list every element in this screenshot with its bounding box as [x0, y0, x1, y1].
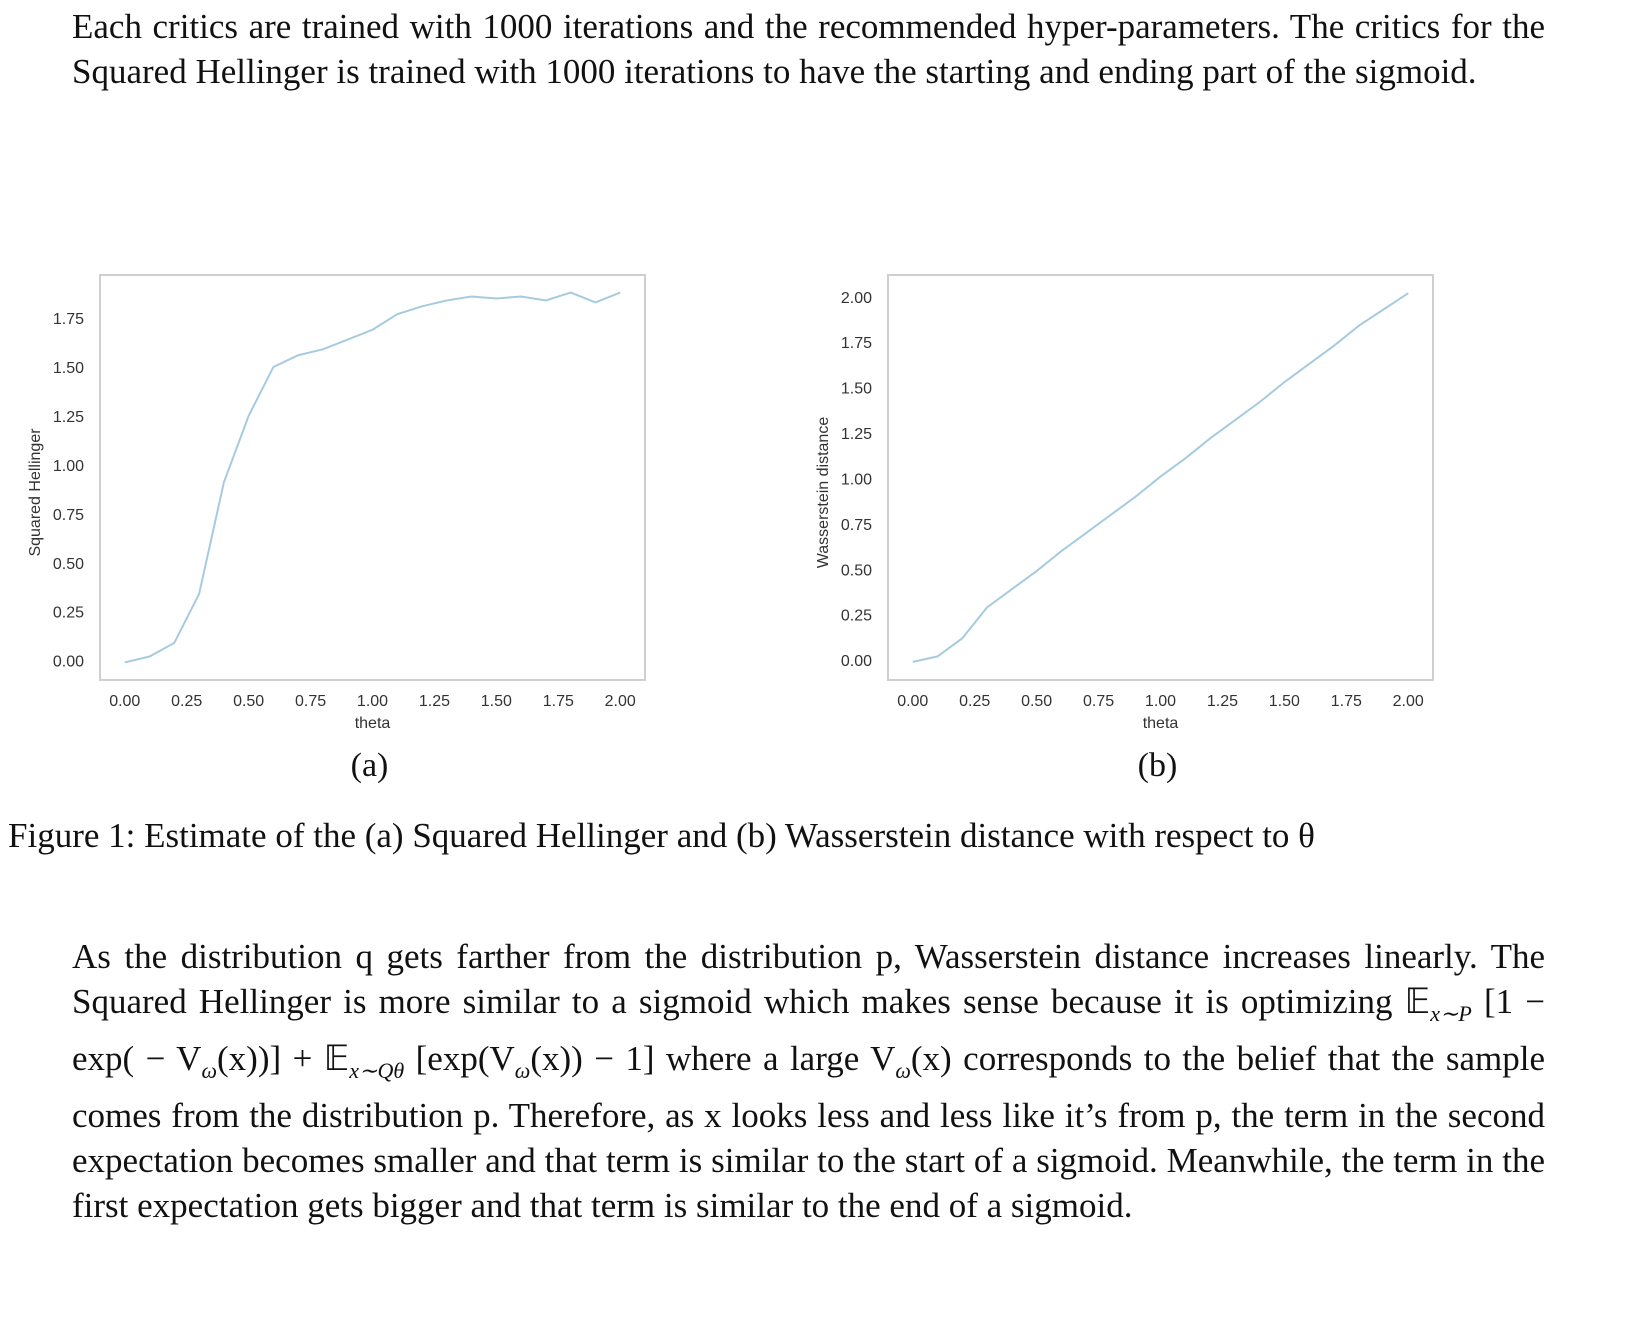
- x-tick-label: 1.50: [1269, 693, 1300, 710]
- y-tick-label: 1.50: [53, 360, 84, 377]
- math: (x))] + 𝔼: [217, 1039, 350, 1078]
- x-tick-label: 1.25: [1207, 693, 1238, 710]
- x-tick-label: 0.25: [171, 693, 202, 710]
- figure: 0.00 0.25 0.50 0.75 1.00 1.25 1.50 1.75 2.00 0.00…: [27, 274, 1434, 784]
- text-run: As the distribution q gets farther from …: [72, 937, 1545, 1021]
- plot-frame: [887, 274, 1434, 681]
- data-line: [124, 291, 621, 664]
- x-tick-label: 0.25: [959, 693, 990, 710]
- math: [1 − exp( − V: [72, 982, 1545, 1078]
- x-tick-label: 2.00: [1393, 693, 1424, 710]
- figure-caption: Figure 1: Estimate of the (a) Squared He…: [8, 816, 1315, 855]
- math: 𝔼: [1404, 982, 1431, 1021]
- text-run: looks less and less like it’s from p, th…: [72, 1096, 1545, 1225]
- x-tick-label: 0.00: [109, 693, 140, 710]
- math-subscript: ω: [514, 1058, 531, 1083]
- x-tick-label: 1.75: [1331, 693, 1362, 710]
- y-tick-label: 1.00: [841, 471, 872, 488]
- y-tick-label: 1.75: [841, 335, 872, 352]
- math: (x)) − 1]: [530, 1039, 655, 1078]
- y-axis-label: Squared Hellinger: [27, 428, 44, 557]
- y-tick-label: 0.00: [841, 653, 872, 670]
- x-tick-label: 1.00: [357, 693, 388, 710]
- x-tick-label: 1.25: [419, 693, 450, 710]
- x-tick-label: 0.50: [1021, 693, 1052, 710]
- y-tick-label: 0.25: [53, 605, 84, 622]
- math-subscript: x∼Qθ: [349, 1058, 405, 1083]
- y-tick-label: 0.75: [841, 517, 872, 534]
- math: V: [870, 1039, 896, 1078]
- text-run: corresponds to the belief that the sampl…: [72, 1039, 1545, 1135]
- y-tick-label: 2.00: [841, 290, 872, 307]
- y-tick-label: 1.50: [841, 381, 872, 398]
- math-subscript: ω: [895, 1058, 911, 1083]
- x-axis-label: theta: [355, 715, 391, 732]
- x-tick-label: 0.50: [233, 693, 264, 710]
- y-tick-label: 1.25: [841, 426, 872, 443]
- y-tick-label: 0.75: [53, 507, 84, 524]
- y-tick-label: 1.75: [53, 311, 84, 328]
- x-tick-label: 1.75: [543, 693, 574, 710]
- math: x: [704, 1096, 722, 1135]
- math: (x): [910, 1039, 952, 1078]
- y-tick-label: 0.25: [841, 608, 872, 625]
- y-tick-label: 1.25: [53, 409, 84, 426]
- subfigure-caption: (b): [1138, 747, 1178, 784]
- x-tick-label: 0.00: [897, 693, 928, 710]
- paragraph: Each critics are trained with 1000 itera…: [72, 7, 1545, 91]
- y-tick-label: 0.00: [53, 654, 84, 671]
- paragraph: As the distribution q gets farther from …: [72, 934, 1545, 1228]
- plot-frame: [99, 274, 646, 681]
- math: [exp(V: [404, 1039, 515, 1078]
- math-subscript: ω: [201, 1058, 218, 1083]
- math-subscript: x∼P: [1430, 1001, 1472, 1026]
- data-line: [912, 292, 1409, 663]
- y-tick-label: 1.00: [53, 458, 84, 475]
- x-tick-label: 1.50: [481, 693, 512, 710]
- x-tick-label: 0.75: [295, 693, 326, 710]
- x-tick-label: 1.00: [1145, 693, 1176, 710]
- x-axis-label: theta: [1143, 715, 1179, 732]
- subfigure-caption: (a): [351, 747, 389, 784]
- y-tick-label: 0.50: [841, 562, 872, 579]
- text-run: where a large: [654, 1039, 871, 1078]
- y-axis-label: Wasserstein distance: [815, 417, 832, 569]
- x-tick-label: 0.75: [1083, 693, 1114, 710]
- x-tick-label: 2.00: [605, 693, 636, 710]
- y-tick-label: 0.50: [53, 556, 84, 573]
